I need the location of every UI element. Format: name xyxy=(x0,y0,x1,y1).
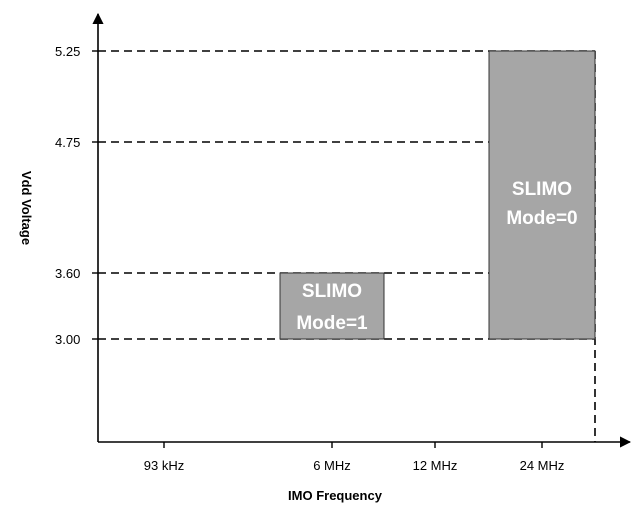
y-tick-label: 3.00 xyxy=(55,332,80,347)
y-axis-title: Vdd Voltage xyxy=(19,171,34,245)
region-box-mode-0 xyxy=(488,50,596,340)
region-label-mode-1-line1: SLIMO xyxy=(302,281,362,302)
x-axis-title: IMO Frequency xyxy=(288,488,383,503)
x-ticks xyxy=(163,442,543,448)
x-tick-label: 12 MHz xyxy=(413,458,458,473)
x-tick-label: 24 MHz xyxy=(520,458,565,473)
region-box-mode-1 xyxy=(279,272,385,340)
y-tick-label: 3.60 xyxy=(55,266,80,281)
x-tick-label: 6 MHz xyxy=(313,458,351,473)
region-label-mode-0-line2: Mode=0 xyxy=(506,208,577,229)
region-label-mode-0-line1: SLIMO xyxy=(512,179,572,200)
y-tick-label: 4.75 xyxy=(55,135,80,150)
y-ticks xyxy=(92,50,98,340)
y-tick-label: 5.25 xyxy=(55,44,80,59)
region-label-mode-1-line2: Mode=1 xyxy=(296,313,368,334)
x-tick-label: 93 kHz xyxy=(144,458,184,473)
region-slimo-mode-0: SLIMO Mode=0 xyxy=(488,50,596,340)
region-slimo-mode-1: SLIMO Mode=1 xyxy=(279,272,385,340)
